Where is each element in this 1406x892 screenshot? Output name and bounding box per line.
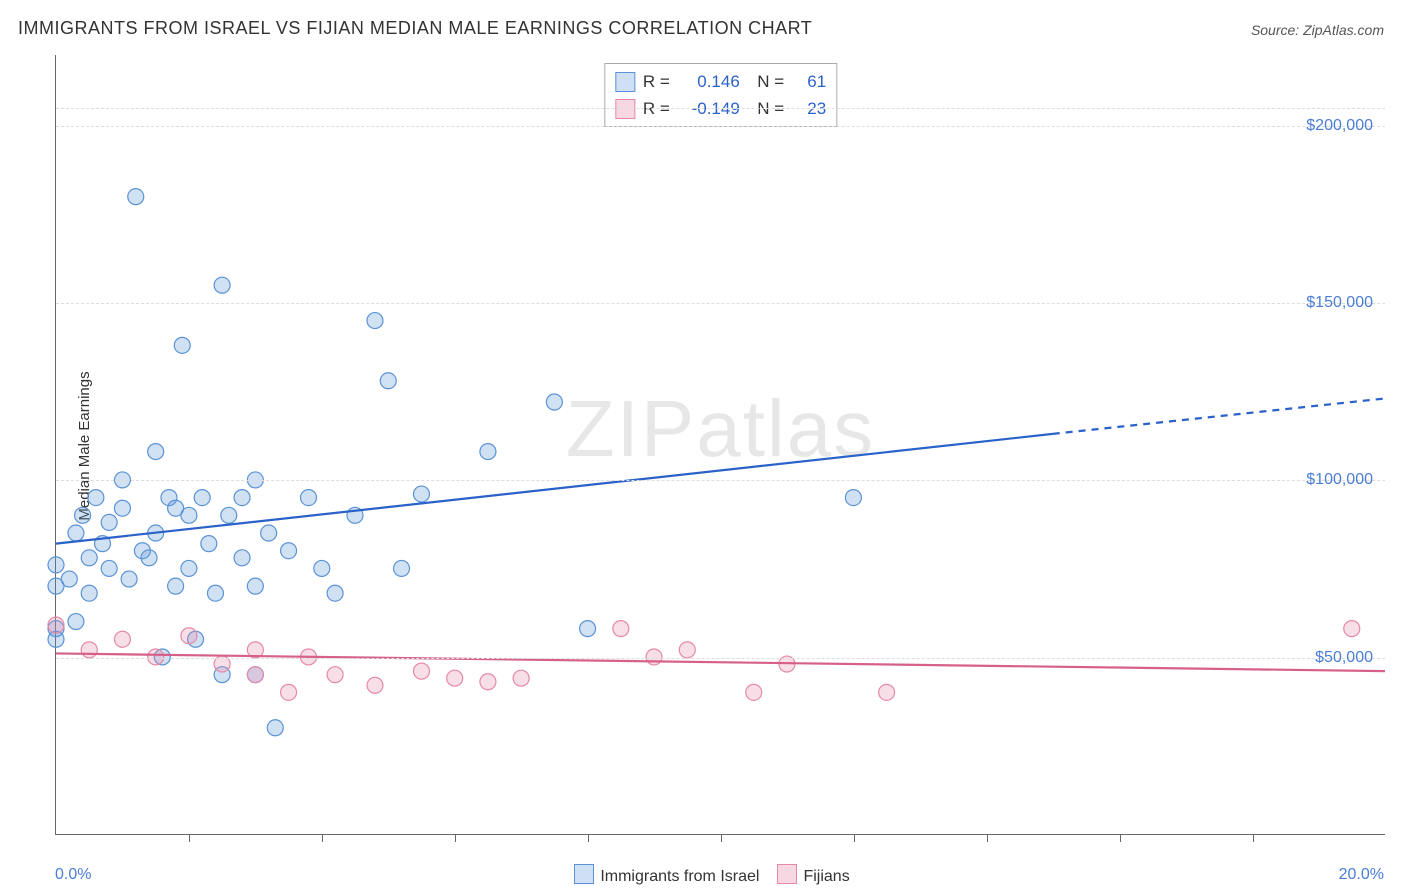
data-point <box>61 571 77 587</box>
data-point <box>114 631 130 647</box>
data-point <box>234 550 250 566</box>
gridline-h <box>56 126 1385 127</box>
n-value: 61 <box>792 68 826 95</box>
data-point <box>367 313 383 329</box>
x-tick <box>588 834 589 842</box>
data-point <box>879 684 895 700</box>
legend-swatch <box>574 864 594 884</box>
data-point <box>234 490 250 506</box>
data-point <box>214 277 230 293</box>
plot-area: ZIPatlas R =0.146 N =61R =-0.149 N =23 $… <box>55 55 1385 835</box>
r-label: R = <box>643 68 670 95</box>
gridline-h <box>56 480 1385 481</box>
x-tick <box>987 834 988 842</box>
chart-title: IMMIGRANTS FROM ISRAEL VS FIJIAN MEDIAN … <box>18 18 812 39</box>
data-point <box>81 550 97 566</box>
x-tick <box>854 834 855 842</box>
legend-label: Immigrants from Israel <box>600 868 759 885</box>
data-point <box>746 684 762 700</box>
footer-legend: Immigrants from Israel Fijians <box>0 864 1406 886</box>
data-point <box>141 550 157 566</box>
x-tick <box>189 834 190 842</box>
correlation-legend: R =0.146 N =61R =-0.149 N =23 <box>604 63 837 127</box>
data-point <box>128 189 144 205</box>
data-point <box>281 684 297 700</box>
data-point <box>513 670 529 686</box>
n-label: N = <box>748 68 784 95</box>
data-point <box>327 667 343 683</box>
data-point <box>546 394 562 410</box>
data-point <box>281 543 297 559</box>
legend-swatch <box>615 72 635 92</box>
data-point <box>81 642 97 658</box>
x-tick <box>1120 834 1121 842</box>
data-point <box>207 585 223 601</box>
data-point <box>267 720 283 736</box>
data-point <box>394 560 410 576</box>
data-point <box>845 490 861 506</box>
data-point <box>480 444 496 460</box>
data-point <box>301 490 317 506</box>
data-point <box>48 617 64 633</box>
y-tick-label: $100,000 <box>1306 471 1373 489</box>
y-tick-label: $50,000 <box>1315 649 1373 667</box>
x-tick <box>322 834 323 842</box>
data-point <box>68 614 84 630</box>
data-point <box>201 536 217 552</box>
data-point <box>314 560 330 576</box>
data-point <box>101 514 117 530</box>
source-label: Source: ZipAtlas.com <box>1251 22 1384 38</box>
plot-svg <box>56 55 1385 834</box>
legend-label: Fijians <box>803 868 849 885</box>
x-tick <box>721 834 722 842</box>
trend-line-dash <box>1053 398 1385 433</box>
data-point <box>174 337 190 353</box>
data-point <box>580 621 596 637</box>
data-point <box>181 560 197 576</box>
data-point <box>613 621 629 637</box>
data-point <box>75 507 91 523</box>
data-point <box>81 585 97 601</box>
data-point <box>181 507 197 523</box>
data-point <box>247 578 263 594</box>
data-point <box>48 557 64 573</box>
data-point <box>194 490 210 506</box>
data-point <box>413 663 429 679</box>
data-point <box>168 578 184 594</box>
data-point <box>413 486 429 502</box>
data-point <box>480 674 496 690</box>
gridline-h <box>56 108 1385 109</box>
data-point <box>114 500 130 516</box>
legend-swatch <box>777 864 797 884</box>
x-tick <box>455 834 456 842</box>
data-point <box>380 373 396 389</box>
gridline-h <box>56 303 1385 304</box>
data-point <box>148 444 164 460</box>
data-point <box>221 507 237 523</box>
data-point <box>447 670 463 686</box>
gridline-h <box>56 658 1385 659</box>
data-point <box>247 667 263 683</box>
trend-line <box>56 434 1053 544</box>
data-point <box>367 677 383 693</box>
y-tick-label: $200,000 <box>1306 117 1373 135</box>
y-tick-label: $150,000 <box>1306 294 1373 312</box>
data-point <box>1344 621 1360 637</box>
r-value: 0.146 <box>678 68 740 95</box>
data-point <box>181 628 197 644</box>
data-point <box>327 585 343 601</box>
data-point <box>121 571 137 587</box>
corr-row: R = 0.146 N = 61 <box>615 68 826 95</box>
data-point <box>88 490 104 506</box>
data-point <box>261 525 277 541</box>
data-point <box>68 525 84 541</box>
data-point <box>679 642 695 658</box>
x-tick <box>1253 834 1254 842</box>
data-point <box>101 560 117 576</box>
